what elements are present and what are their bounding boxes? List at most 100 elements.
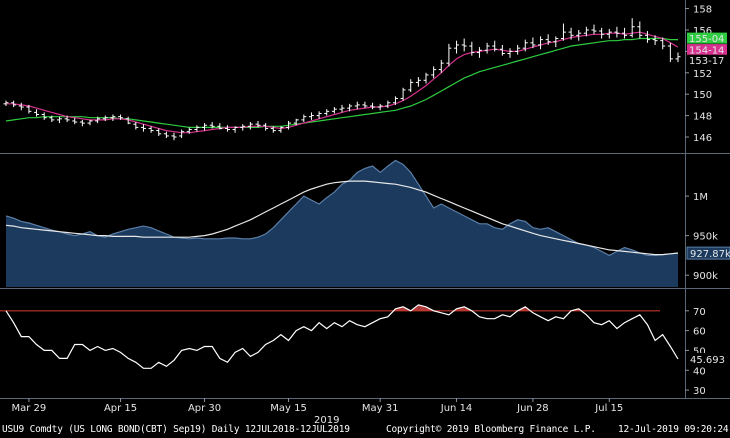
ohlc-bar: [438, 59, 444, 73]
ohlc-bar: [202, 123, 208, 131]
x-tick-label: Mar 29: [12, 403, 47, 414]
ohlc-bar: [286, 120, 292, 130]
ohlc-bar: [629, 18, 635, 38]
slow-ma-value-badge: [687, 32, 727, 44]
ohlc-bar: [49, 115, 55, 123]
ohlc-bar: [133, 122, 139, 130]
ohlc-bar: [431, 66, 437, 79]
ohlc-bar: [499, 44, 505, 56]
open-interest-area: [6, 160, 678, 287]
x-year-label: 2019: [314, 415, 339, 426]
ohlc-bar: [675, 52, 681, 63]
price-tick-label: 152: [693, 69, 712, 80]
ohlc-bar: [102, 115, 108, 121]
ohlc-bar: [469, 41, 475, 56]
ohlc-bar: [56, 116, 62, 124]
ohlc-bar: [423, 72, 429, 84]
ohlc-bar: [263, 123, 269, 131]
ohlc-bar: [163, 131, 169, 139]
rsi-value-badge: [687, 352, 727, 365]
rsi-tick-label: 50: [693, 346, 706, 357]
oi-tick-label: 1M: [693, 192, 708, 203]
fast-moving-average-line: [6, 31, 679, 134]
ohlc-bar: [576, 29, 582, 41]
ohlc-bar: [247, 122, 253, 130]
ohlc-bar: [553, 36, 559, 48]
rsi-tick-label: 30: [693, 386, 706, 397]
price-tick-label: 146: [693, 133, 712, 144]
ohlc-bar: [293, 118, 299, 126]
ohlc-bar: [408, 79, 414, 93]
open-interest-value-badge: [686, 246, 730, 260]
ohlc-bar: [446, 43, 452, 67]
ohlc-bar: [186, 127, 192, 134]
ohlc-bar: [400, 87, 406, 101]
open-interest-line: [5, 159, 679, 257]
ohlc-bar: [140, 124, 146, 132]
ohlc-bar: [148, 126, 154, 133]
ohlc-bar: [156, 128, 162, 136]
ohlc-bar: [209, 122, 215, 129]
ohlc-bar: [41, 112, 47, 120]
rsi-line: [5, 304, 679, 369]
open-interest-average-line: [5, 180, 679, 256]
ohlc-bar: [392, 96, 398, 105]
ohlc-bar: [331, 107, 337, 114]
ohlc-bar: [95, 116, 101, 124]
ohlc-bar: [79, 119, 85, 127]
price-tick-label: 156: [693, 26, 712, 37]
ohlc-bar: [644, 31, 650, 43]
ohlc-bar: [194, 125, 200, 132]
ohlc-bar: [614, 26, 620, 38]
ohlc-bar: [18, 102, 24, 111]
oi-tick-label: 900k: [693, 271, 718, 282]
x-tick-label: Jun 14: [440, 403, 473, 414]
ohlc-bar: [507, 48, 513, 58]
rsi-tick-label: 70: [693, 307, 706, 318]
ohlc-bar: [301, 114, 307, 123]
ohlc-bar: [515, 44, 521, 55]
ohlc-bar: [530, 37, 536, 49]
x-tick-label: Apr 30: [188, 403, 221, 414]
ohlc-bar: [370, 102, 376, 110]
ohlc-bar: [11, 100, 17, 108]
ohlc-bar: [255, 120, 261, 128]
ohlc-bar: [125, 116, 131, 125]
ohlc-bar: [622, 27, 628, 39]
ohlc-bar: [171, 132, 177, 141]
ohlc-bar: [240, 124, 246, 131]
ohlc-bar: [324, 109, 330, 116]
fast-ma-value-badge: [687, 44, 727, 56]
ohlc-bar: [316, 111, 322, 119]
ohlc-bar: [538, 36, 544, 50]
ohlc-bar: [476, 47, 482, 58]
security-description: USU9 Comdty (US LONG BOND(CBT) Sep19) Da…: [2, 424, 350, 435]
ohlc-bar: [591, 24, 597, 35]
ohlc-bar: [560, 23, 566, 41]
ohlc-bar: [377, 103, 383, 111]
rsi-tick-label: 40: [693, 366, 706, 377]
ohlc-bar: [484, 42, 490, 54]
ohlc-bar: [64, 115, 70, 123]
x-tick-label: Jun 28: [516, 403, 549, 414]
x-tick-label: Jul 15: [594, 403, 623, 414]
ohlc-bar: [26, 104, 32, 114]
ohlc-bar: [637, 21, 643, 39]
close-value-badge-text: 153-17: [689, 56, 724, 67]
slow-ma-value-badge-text: 155-04: [689, 34, 724, 45]
ohlc-bar: [34, 109, 40, 117]
ohlc-bar: [660, 37, 666, 50]
ohlc-bar: [347, 103, 353, 112]
ohlc-bar: [224, 125, 230, 132]
ohlc-bar: [3, 100, 9, 106]
ohlc-bar: [110, 114, 116, 121]
ohlc-bar: [461, 38, 467, 52]
ohlc-bar: [599, 27, 605, 39]
x-tick-label: Apr 15: [104, 403, 137, 414]
open-interest-value-badge-text: 927.87k: [690, 249, 730, 260]
ohlc-bar: [308, 112, 314, 120]
ohlc-bar: [545, 34, 551, 45]
ohlc-bar: [667, 42, 673, 63]
timestamp: 12-Jul-2019 09:20:24: [618, 424, 729, 435]
